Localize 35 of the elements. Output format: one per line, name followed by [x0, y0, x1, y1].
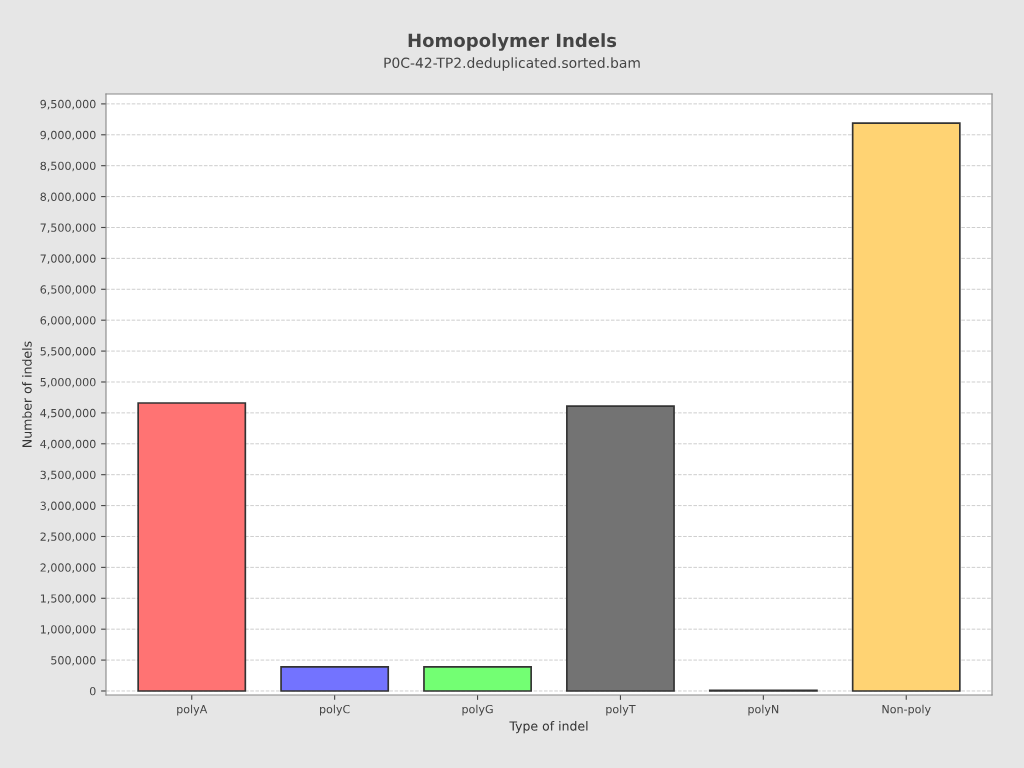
y-tick-label: 3,000,000: [40, 501, 96, 512]
x-axis-title: Type of indel: [509, 721, 588, 734]
y-tick-label: 8,500,000: [40, 161, 96, 172]
y-tick-label: 500,000: [51, 656, 96, 666]
bar: [280, 666, 390, 692]
bar: [566, 405, 675, 692]
y-tick-label: 6,000,000: [40, 316, 96, 326]
y-tick-label: 2,000,000: [40, 563, 96, 573]
chart-subtitle: P0C-42-TP2.deduplicated.sorted.bam: [384, 57, 640, 71]
y-tick-label: 6,500,000: [40, 285, 96, 295]
y-tick-label: 1,000,000: [40, 625, 96, 635]
x-tick-label: Non-poly: [882, 704, 931, 716]
x-tick-label: polyG: [462, 704, 493, 716]
bar: [423, 666, 532, 692]
y-tick-label: 5,500,000: [40, 347, 96, 357]
y-tick-label: 9,500,000: [40, 99, 96, 110]
x-tick-label: polyC: [320, 704, 350, 716]
x-tick-label: polyT: [606, 704, 636, 716]
y-tick-label: 4,000,000: [40, 439, 96, 450]
y-tick-label: 3,500,000: [40, 470, 96, 481]
bar: [137, 402, 247, 692]
y-tick-label: 7,500,000: [40, 223, 96, 233]
chart-title: Homopolymer Indels: [408, 33, 617, 51]
y-tick-label: 5,000,000: [40, 377, 96, 388]
bar: [851, 122, 961, 692]
y-tick-label: 7,000,000: [40, 254, 96, 264]
y-tick-label: 2,500,000: [40, 532, 96, 542]
y-tick-label: 1,500,000: [40, 594, 96, 604]
y-tick-label: 9,000,000: [40, 130, 96, 141]
x-tick-label: polyA: [177, 704, 208, 716]
y-axis-title: Number of indels: [22, 341, 32, 447]
y-tick-label: 8,000,000: [40, 192, 96, 203]
y-tick-label: 0: [89, 686, 96, 696]
y-tick-label: 4,500,000: [40, 408, 96, 419]
x-tick-label: polyN: [748, 704, 779, 716]
